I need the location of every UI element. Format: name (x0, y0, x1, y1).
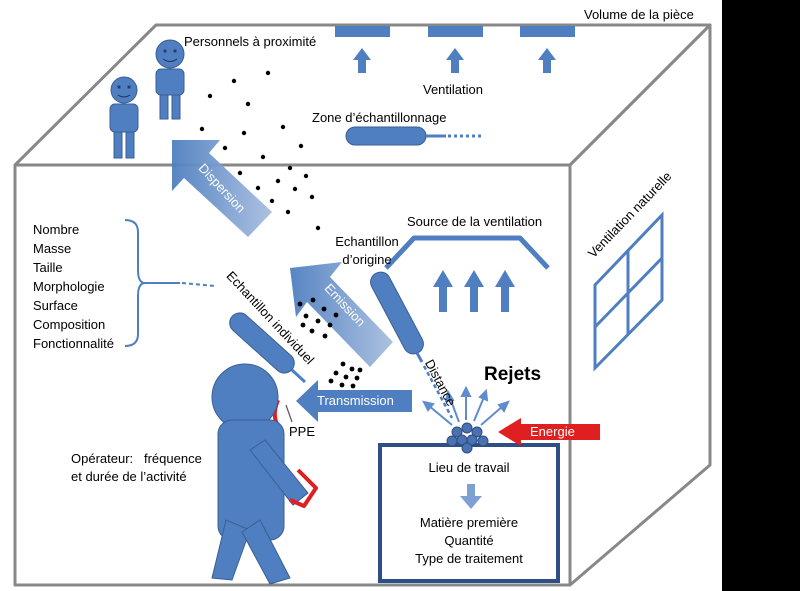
energy-arrow (498, 418, 600, 446)
attributes-list: Nombre Masse Taille Morphologie Surface … (33, 220, 114, 353)
workplace-details: Matière première Quantité Type de traite… (380, 514, 558, 568)
label-transmission: Transmission (317, 393, 394, 408)
label-volume: Volume de la pièce (584, 7, 694, 22)
particles-dispersion (199, 70, 321, 231)
attributes-bracket (124, 219, 216, 347)
attribute-item: Surface (33, 298, 78, 313)
vent-up-arrow (353, 48, 371, 73)
label-ppe: PPE (289, 424, 316, 439)
label-matiere: Matière première (419, 515, 519, 530)
vent-up-arrow (538, 48, 556, 73)
label-rejets: Rejets (484, 364, 542, 385)
ceiling-vent (335, 26, 390, 37)
attribute-item: Taille (33, 260, 63, 275)
vent-up-arrow (446, 48, 464, 73)
label-energie: Energie (530, 424, 575, 439)
diagram-canvas: Volume de la pièce Personnels à proximit… (0, 0, 722, 591)
label-echantillon-origine: Echantillon d’origine (328, 233, 406, 269)
label-operateur-line2: et durée de l’activité (71, 469, 187, 484)
operator-figure-icon (211, 363, 318, 585)
label-operateur: Opérateur: fréquence et durée de l’activ… (71, 450, 202, 486)
attribute-item: Morphologie (33, 279, 105, 294)
label-echantillon-origine-line1: Echantillon (335, 234, 399, 249)
label-source-ventilation: Source de la ventilation (407, 214, 543, 229)
ceiling-vents (335, 26, 575, 73)
ceiling-vent (520, 26, 575, 37)
room-right-face (568, 23, 712, 587)
room-front-face (13, 163, 572, 587)
sampler-individual-icon (229, 312, 307, 384)
workplace-box (378, 443, 560, 583)
person-icon (155, 39, 185, 120)
attribute-item: Fonctionnalité (33, 336, 114, 351)
label-lieu-travail: Lieu de travail (428, 460, 510, 475)
label-personnels: Personnels à proximité (184, 34, 317, 49)
ventilation-source-icon (384, 235, 550, 312)
dispersion-arrow (172, 140, 272, 237)
attribute-item: Composition (33, 317, 106, 332)
label-echantillon-origine-line2: d’origine (342, 252, 392, 267)
sampler-zone-icon (345, 126, 482, 146)
particles-emission (297, 297, 363, 389)
ceiling-vent (428, 26, 483, 37)
attribute-item: Nombre (33, 222, 80, 237)
label-operateur-line1: Opérateur: fréquence (71, 451, 202, 466)
person-icon (109, 76, 139, 159)
emission-burst (422, 385, 510, 426)
label-quantite: Quantité (444, 533, 494, 548)
transmission-arrow (296, 380, 412, 422)
sampler-origin-icon (370, 271, 454, 419)
room-box (13, 23, 712, 587)
particle-cluster (446, 422, 489, 454)
attribute-item: Masse (33, 241, 72, 256)
label-traitement: Type de traitement (415, 551, 523, 566)
label-zone: Zone d’échantillonnage (312, 110, 447, 125)
window-icon (593, 211, 664, 372)
diagram-graphics (13, 23, 712, 587)
label-ventilation: Ventilation (423, 82, 483, 97)
emission-arrow (290, 262, 393, 367)
